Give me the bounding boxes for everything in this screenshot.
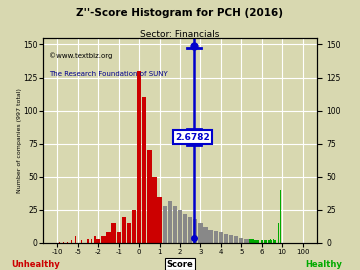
Text: Score: Score: [167, 260, 193, 269]
Bar: [137, 71, 141, 243]
Bar: [71, 240, 72, 243]
Bar: [266, 240, 267, 243]
Bar: [270, 239, 271, 243]
Bar: [208, 230, 213, 243]
Bar: [152, 177, 157, 243]
Bar: [157, 197, 162, 243]
Text: Unhealthy: Unhealthy: [12, 260, 60, 269]
Bar: [147, 150, 152, 243]
Bar: [188, 217, 192, 243]
Text: The Research Foundation of SUNY: The Research Foundation of SUNY: [49, 71, 167, 77]
Bar: [229, 235, 233, 243]
Bar: [168, 201, 172, 243]
Bar: [239, 238, 243, 243]
Bar: [132, 210, 136, 243]
Bar: [234, 236, 238, 243]
Bar: [122, 217, 126, 243]
Bar: [63, 242, 64, 243]
Bar: [203, 227, 208, 243]
Bar: [219, 232, 223, 243]
Bar: [91, 239, 92, 243]
Bar: [265, 240, 266, 243]
Bar: [267, 240, 269, 243]
Bar: [117, 232, 121, 243]
Bar: [142, 97, 147, 243]
Y-axis label: Number of companies (997 total): Number of companies (997 total): [17, 88, 22, 193]
Bar: [193, 219, 198, 243]
Bar: [101, 236, 105, 243]
Bar: [162, 206, 167, 243]
Bar: [261, 240, 262, 243]
Bar: [213, 231, 218, 243]
Text: Z''-Score Histogram for PCH (2016): Z''-Score Histogram for PCH (2016): [76, 8, 284, 18]
Bar: [173, 206, 177, 243]
Bar: [112, 223, 116, 243]
Bar: [224, 234, 228, 243]
Bar: [249, 239, 254, 243]
Bar: [274, 240, 275, 243]
Bar: [67, 242, 68, 243]
Text: ©www.textbiz.org: ©www.textbiz.org: [49, 52, 112, 59]
Bar: [87, 239, 89, 243]
Bar: [271, 240, 273, 243]
Bar: [278, 223, 279, 243]
Bar: [96, 239, 100, 243]
Bar: [106, 232, 111, 243]
Bar: [183, 214, 187, 243]
Bar: [264, 240, 265, 243]
Bar: [244, 239, 248, 243]
Bar: [275, 240, 276, 243]
Text: Healthy: Healthy: [306, 260, 342, 269]
Text: Sector: Financials: Sector: Financials: [140, 30, 220, 39]
Bar: [127, 223, 131, 243]
Bar: [94, 236, 96, 243]
Bar: [59, 242, 60, 243]
Bar: [269, 240, 270, 243]
Bar: [280, 190, 282, 243]
Bar: [273, 239, 274, 243]
Bar: [255, 240, 259, 243]
Bar: [178, 210, 182, 243]
Text: 2.6782: 2.6782: [175, 133, 210, 141]
Bar: [81, 240, 82, 243]
Bar: [198, 223, 203, 243]
Bar: [262, 240, 264, 243]
